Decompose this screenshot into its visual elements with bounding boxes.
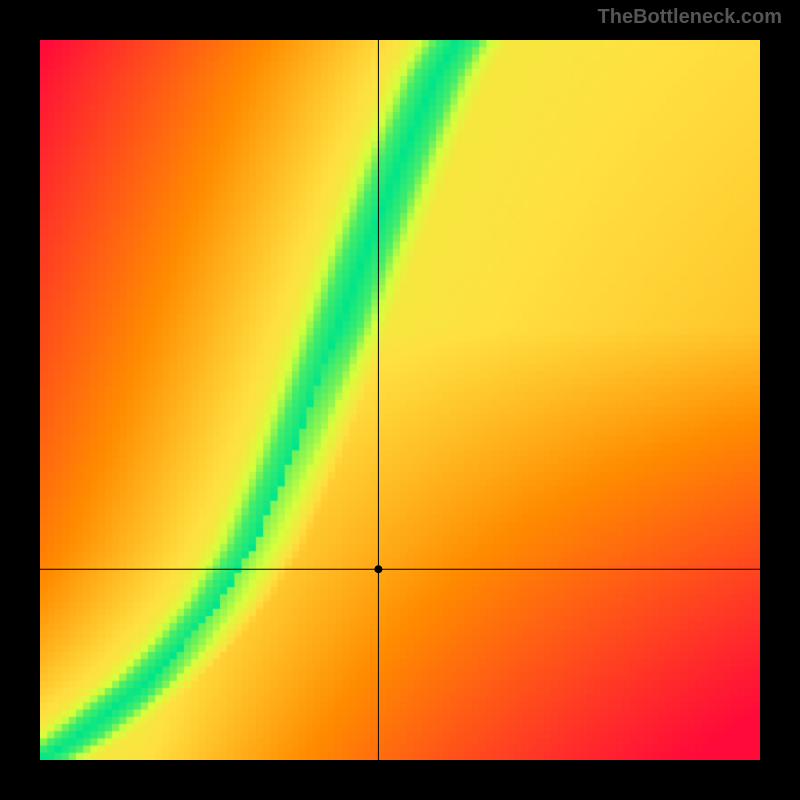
chart-container: TheBottleneck.com	[0, 0, 800, 800]
watermark-text: TheBottleneck.com	[598, 6, 782, 29]
bottleneck-heatmap	[40, 40, 760, 760]
